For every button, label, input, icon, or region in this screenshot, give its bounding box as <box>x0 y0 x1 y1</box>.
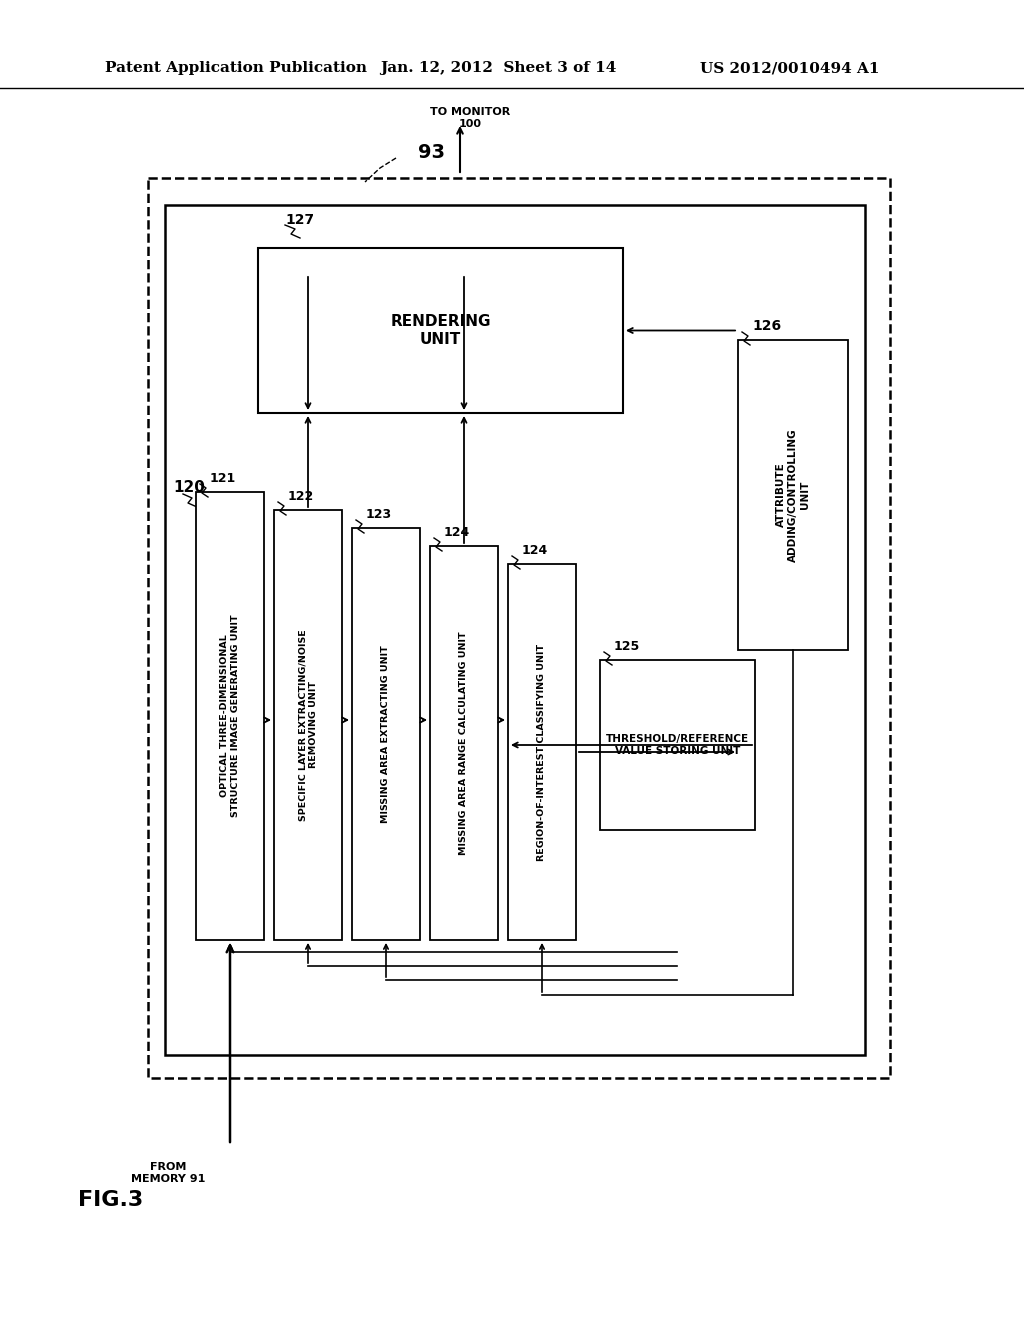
Text: OPTICAL THREE-DIMENSIONAL
STRUCTURE IMAGE GENERATING UNIT: OPTICAL THREE-DIMENSIONAL STRUCTURE IMAG… <box>220 615 240 817</box>
Text: REGION-OF-INTEREST CLASSIFYING UNIT: REGION-OF-INTEREST CLASSIFYING UNIT <box>538 643 547 861</box>
Text: 121: 121 <box>210 471 237 484</box>
Bar <box>274 510 342 940</box>
Text: FROM
MEMORY 91: FROM MEMORY 91 <box>131 1162 205 1184</box>
Text: THRESHOLD/REFERENCE
VALUE STORING UNIT: THRESHOLD/REFERENCE VALUE STORING UNIT <box>606 734 750 756</box>
Text: 93: 93 <box>418 143 445 161</box>
Text: 120: 120 <box>173 480 205 495</box>
Bar <box>196 492 264 940</box>
Text: MISSING AREA RANGE CALCULATING UNIT: MISSING AREA RANGE CALCULATING UNIT <box>460 631 469 855</box>
Text: Patent Application Publication: Patent Application Publication <box>105 61 367 75</box>
Text: 122: 122 <box>288 490 314 503</box>
Text: 123: 123 <box>366 507 392 520</box>
Text: 126: 126 <box>752 319 781 333</box>
Text: TO MONITOR
100: TO MONITOR 100 <box>430 107 510 129</box>
Bar <box>258 248 623 413</box>
Text: 125: 125 <box>614 639 640 652</box>
Text: FIG.3: FIG.3 <box>78 1191 143 1210</box>
Text: RENDERING
UNIT: RENDERING UNIT <box>390 314 490 347</box>
Text: 124: 124 <box>522 544 548 557</box>
Text: SPECIFIC LAYER EXTRACTING/NOISE
REMOVING UNIT: SPECIFIC LAYER EXTRACTING/NOISE REMOVING… <box>298 630 317 821</box>
Text: 124: 124 <box>444 525 470 539</box>
Text: ATTRIBUTE
ADDING/CONTROLLING
UNIT: ATTRIBUTE ADDING/CONTROLLING UNIT <box>776 428 810 562</box>
Bar <box>352 528 420 940</box>
Bar <box>738 341 848 649</box>
Bar <box>600 660 755 830</box>
Bar <box>430 546 498 940</box>
Text: 127: 127 <box>285 213 314 227</box>
Bar <box>148 178 890 1078</box>
Text: US 2012/0010494 A1: US 2012/0010494 A1 <box>700 61 880 75</box>
Text: MISSING AREA EXTRACTING UNIT: MISSING AREA EXTRACTING UNIT <box>382 645 390 822</box>
Text: Jan. 12, 2012  Sheet 3 of 14: Jan. 12, 2012 Sheet 3 of 14 <box>380 61 616 75</box>
Bar <box>165 205 865 1055</box>
Bar <box>508 564 575 940</box>
